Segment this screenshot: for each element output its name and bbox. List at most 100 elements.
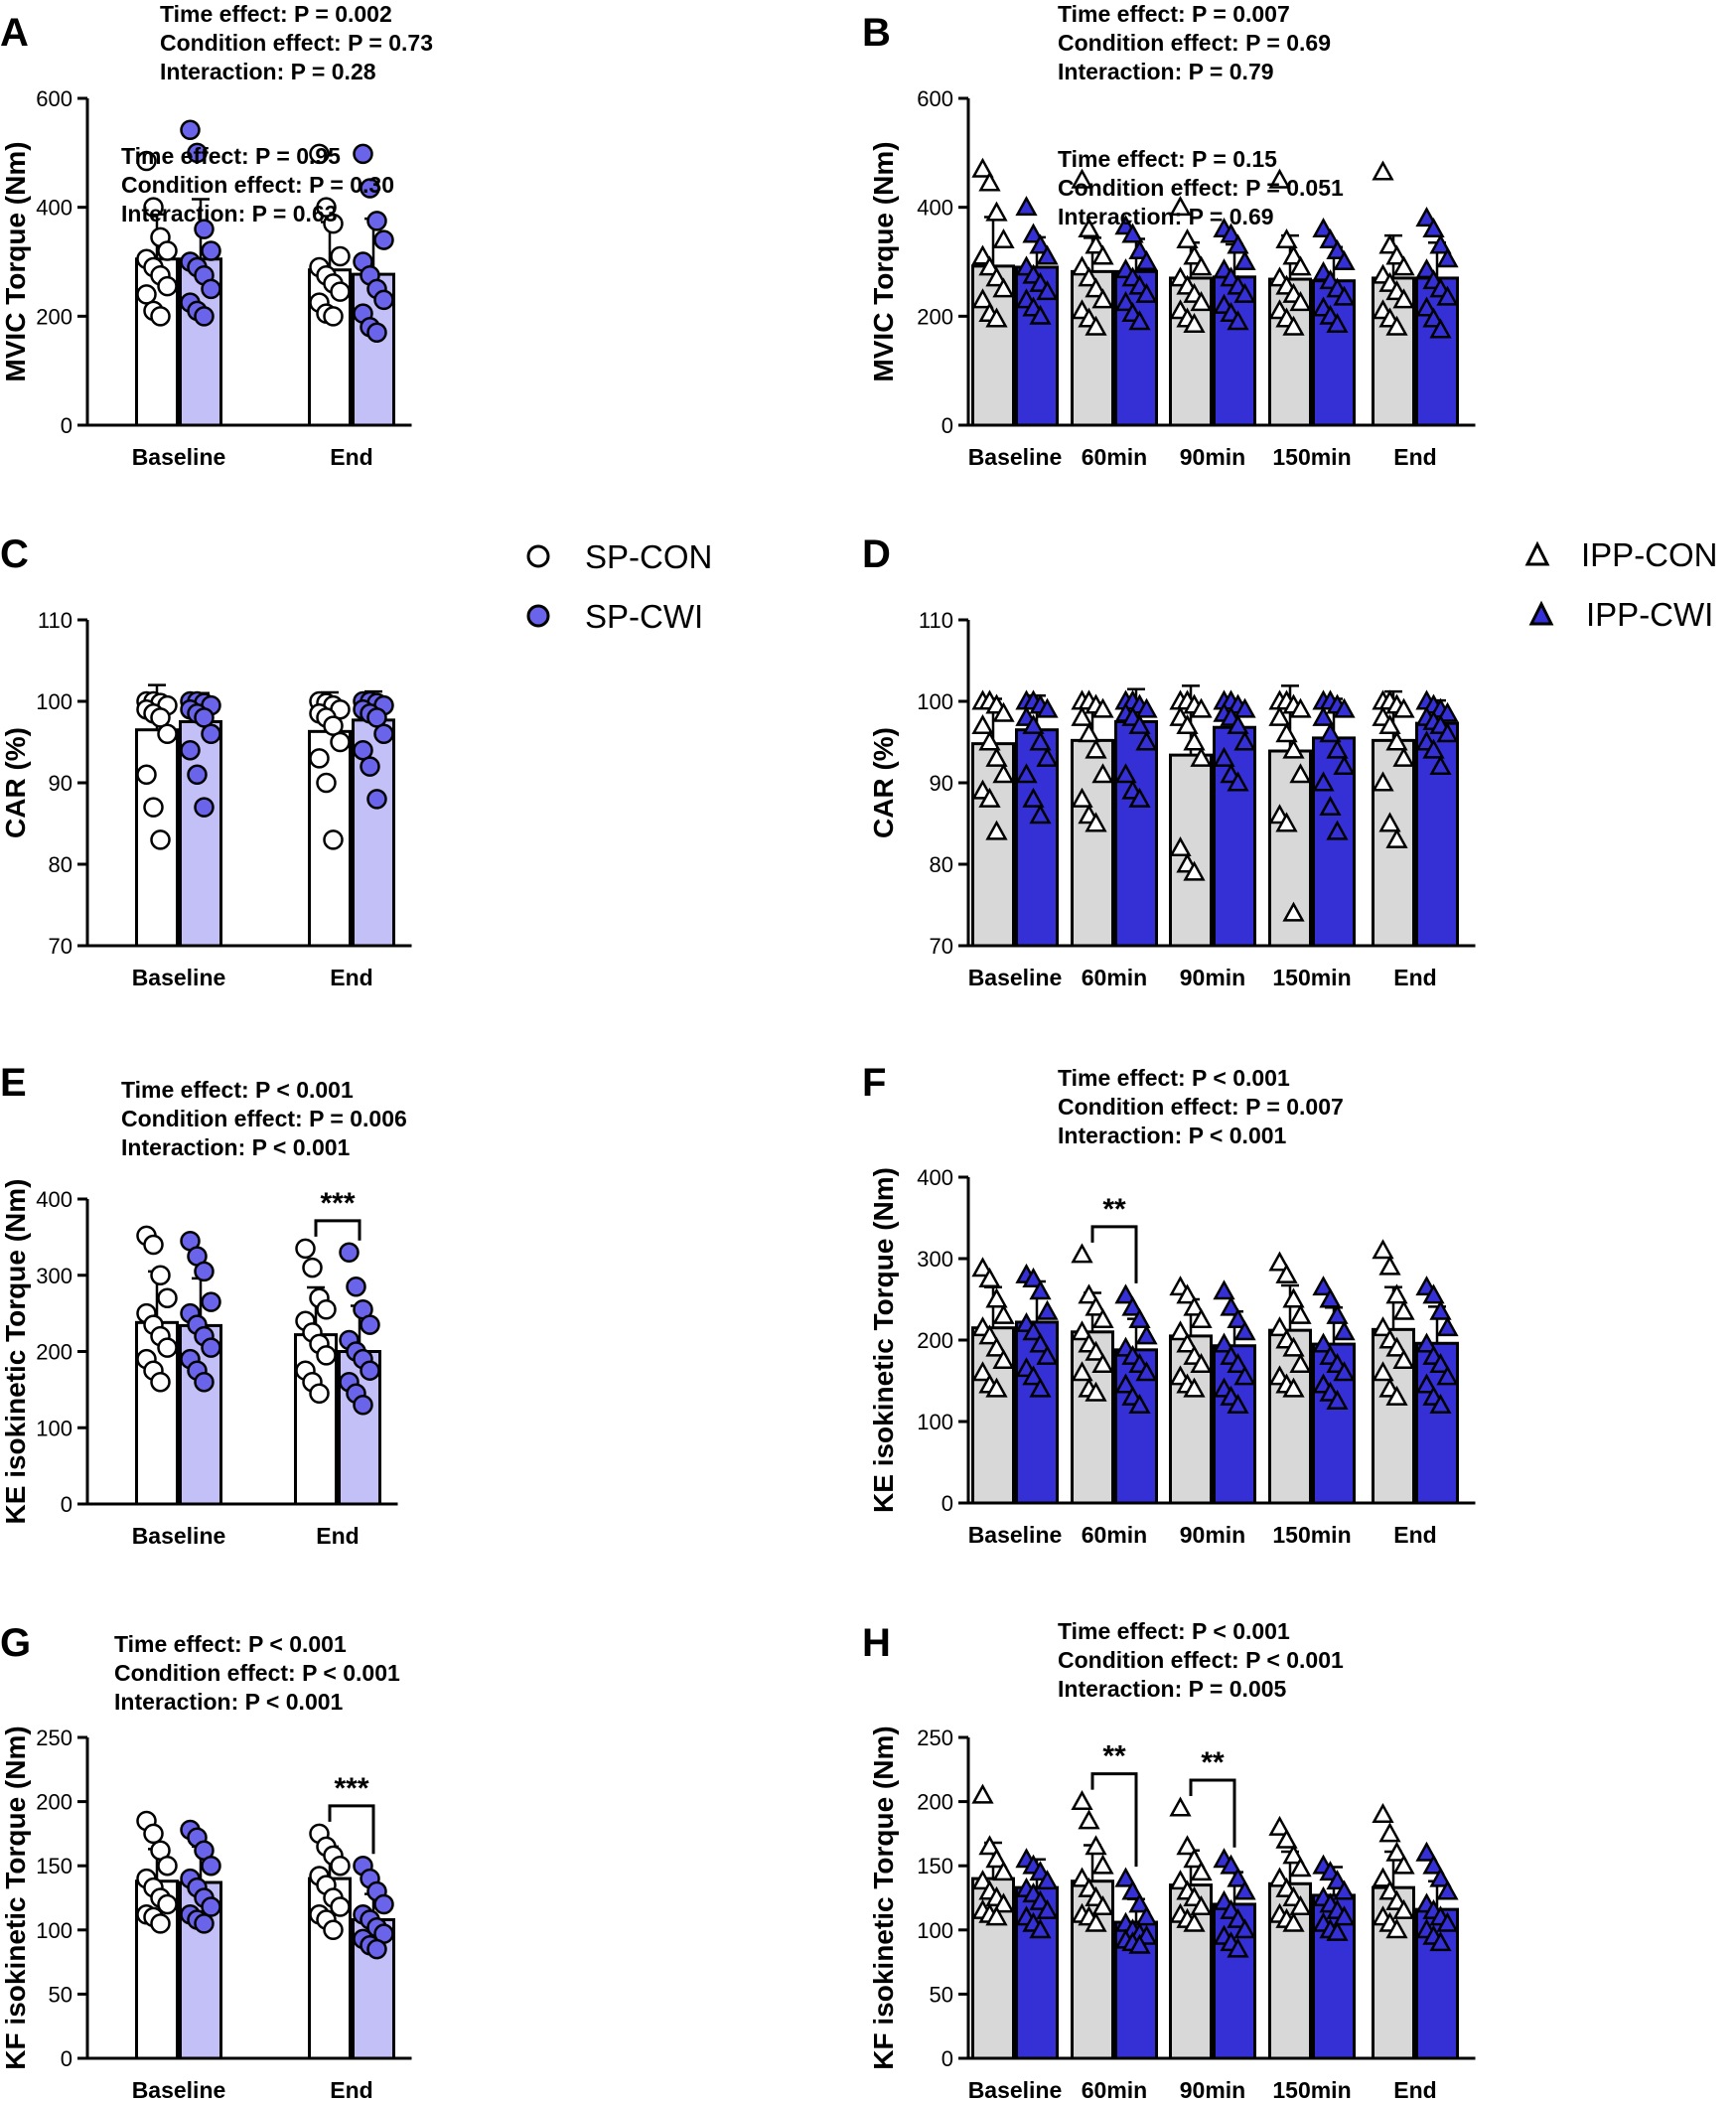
data-point <box>143 797 164 818</box>
y-tick-label: 600 <box>36 86 72 111</box>
legend-sp: SP-CON SP-CWI <box>526 538 712 635</box>
y-tick-label: 100 <box>36 1918 72 1943</box>
data-point <box>1385 1385 1408 1406</box>
y-tick-label: 110 <box>38 608 72 633</box>
stat-line-2: Condition effect: P = 0.051 <box>1058 175 1344 201</box>
data-point <box>360 178 380 199</box>
data-point <box>1190 1894 1213 1915</box>
data-point <box>1385 1336 1408 1357</box>
data-point <box>1392 746 1415 767</box>
data-point <box>985 1287 1008 1308</box>
data-point <box>985 1905 1008 1926</box>
data-point <box>1275 1828 1298 1849</box>
legend-item-sp-cwi: SP-CWI <box>526 598 703 635</box>
data-point <box>1436 1879 1459 1900</box>
data-point <box>1183 730 1206 751</box>
data-point <box>1128 1307 1151 1328</box>
data-point <box>201 1896 221 1917</box>
data-point <box>1078 266 1100 287</box>
data-point <box>1227 1867 1249 1887</box>
y-tick-label: 200 <box>36 1790 72 1815</box>
data-point <box>309 748 330 769</box>
data-point <box>1029 1377 1052 1398</box>
x-tick-label: Baseline <box>132 2077 226 2103</box>
x-tick-label: 150min <box>1272 1522 1351 1548</box>
data-point <box>1085 277 1107 298</box>
data-point <box>201 278 221 300</box>
data-point <box>1135 1324 1158 1345</box>
y-tick-label: 150 <box>917 1854 953 1878</box>
data-point <box>194 219 215 239</box>
x-tick-label: Baseline <box>132 965 226 990</box>
x-tick-label: 150min <box>1272 444 1351 470</box>
y-tick-label: 400 <box>917 1165 953 1190</box>
data-point <box>978 730 1001 751</box>
y-tick-label: 200 <box>36 1340 72 1365</box>
y-axis-label: MVIC Torque (Nm) <box>0 141 31 381</box>
data-point <box>978 1835 1001 1856</box>
data-point <box>1275 722 1298 743</box>
data-point <box>1275 1263 1298 1283</box>
stat-line-1: Time effect: P < 0.001 <box>114 1631 347 1657</box>
data-point <box>309 143 330 165</box>
data-point <box>143 197 164 218</box>
data-point <box>1326 238 1349 259</box>
stat-line-1: Time effect: P < 0.001 <box>1058 1618 1290 1644</box>
data-point <box>1312 218 1335 238</box>
data-point <box>194 1261 215 1282</box>
data-point <box>1289 1303 1312 1324</box>
data-point <box>1227 1907 1249 1928</box>
panel-e: E Time effect: P < 0.001 Condition effect:… <box>0 1061 407 1549</box>
data-point <box>1078 1809 1100 1830</box>
data-point <box>1227 1307 1249 1328</box>
data-point <box>194 1913 215 1934</box>
data-point <box>1289 291 1312 312</box>
data-point <box>1385 1841 1408 1862</box>
data-point <box>1176 1283 1199 1304</box>
legend-item-ipp-cwi: IPP-CWI <box>1528 596 1713 633</box>
y-tick-label: 100 <box>917 1918 953 1943</box>
data-point <box>971 1361 994 1382</box>
data-point <box>1085 738 1107 759</box>
data-point <box>1385 730 1408 751</box>
data-point <box>1429 233 1452 254</box>
y-axis-label: CAR (%) <box>868 727 899 838</box>
data-point <box>1233 1365 1256 1386</box>
panel-h: H Time effect: P < 0.001 Condition effect:… <box>862 1618 1476 2103</box>
data-point <box>1289 697 1312 718</box>
data-point <box>1429 755 1452 776</box>
y-tick-label: 50 <box>49 1982 72 2007</box>
data-point <box>323 829 344 850</box>
panel-b: B Time effect: P = 0.007 Condition effect:… <box>862 1 1476 470</box>
y-tick-label: 200 <box>917 1790 953 1815</box>
data-point <box>366 322 387 344</box>
data-point <box>992 277 1015 298</box>
data-point <box>1220 1295 1242 1316</box>
data-point <box>1415 1841 1438 1862</box>
data-point <box>1135 1905 1158 1926</box>
x-tick-label: End <box>330 965 372 990</box>
data-point <box>1190 746 1213 767</box>
x-tick-label: 60min <box>1082 444 1147 470</box>
data-point <box>353 143 373 165</box>
data-point <box>1190 1353 1213 1374</box>
data-point <box>1183 1848 1206 1869</box>
data-point <box>1385 315 1408 336</box>
data-point <box>1378 812 1401 832</box>
data-point <box>1022 714 1045 735</box>
y-tick-label: 100 <box>36 689 72 714</box>
data-point <box>1190 697 1213 718</box>
data-point <box>1436 701 1459 722</box>
stat-line-3: Interaction: P < 0.001 <box>1058 1123 1287 1148</box>
data-point <box>1121 223 1144 243</box>
data-point <box>971 244 994 265</box>
data-point <box>1135 697 1158 718</box>
data-point <box>1289 763 1312 784</box>
data-point <box>1183 244 1206 265</box>
data-point <box>1392 1299 1415 1320</box>
data-point <box>1378 233 1401 254</box>
data-point <box>316 1345 337 1366</box>
panel-letter: F <box>862 1061 886 1105</box>
data-point <box>1378 714 1401 735</box>
data-point <box>1169 836 1192 857</box>
